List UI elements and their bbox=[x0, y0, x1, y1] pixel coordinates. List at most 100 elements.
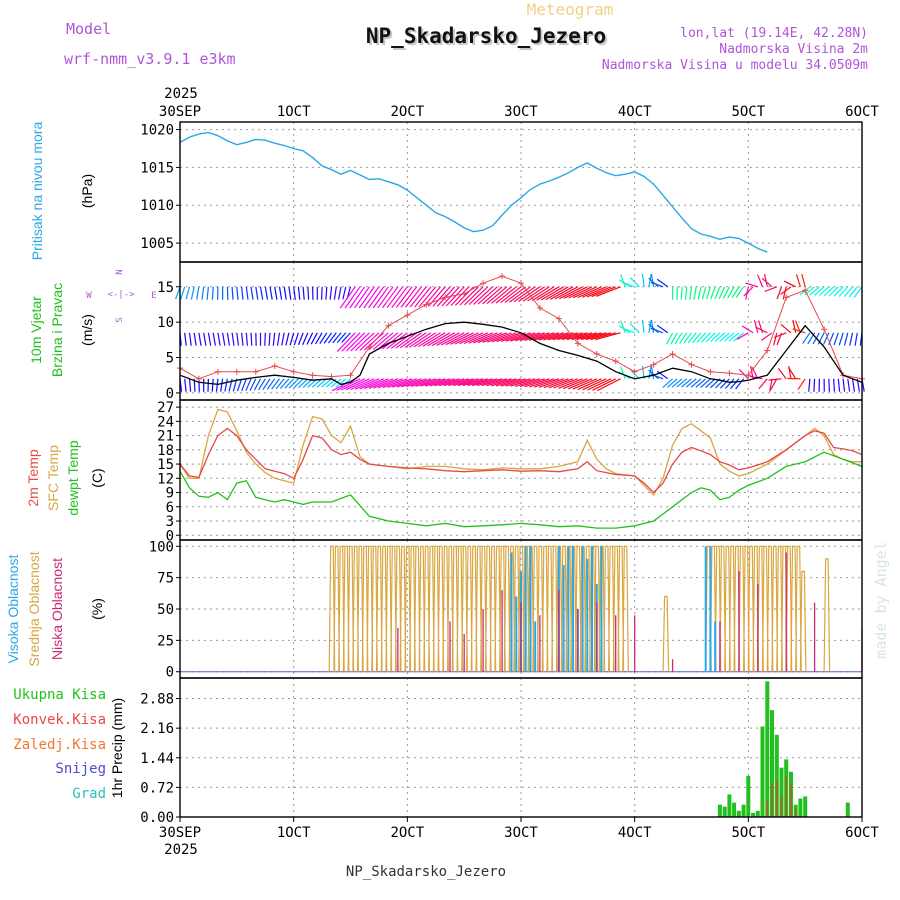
pressure-unit-label: (hPa) bbox=[79, 174, 95, 208]
wind-barb bbox=[743, 286, 754, 297]
wind-barb bbox=[843, 332, 849, 346]
wind-gust-marker bbox=[366, 343, 373, 350]
wind-barb bbox=[823, 286, 835, 297]
cloud-mid-bar bbox=[409, 545, 416, 672]
precip-total-bar bbox=[798, 798, 803, 817]
x-tick-label-bottom: 1OCT bbox=[277, 825, 311, 841]
wind-barb bbox=[777, 368, 787, 380]
wind-barb bbox=[281, 332, 285, 346]
wind-barb bbox=[722, 286, 730, 299]
wind-barb bbox=[817, 332, 825, 345]
wind-barb bbox=[231, 332, 235, 346]
wind-barb bbox=[723, 332, 735, 342]
wind-barb bbox=[404, 332, 427, 348]
wind-barb bbox=[692, 332, 702, 344]
wind-barb bbox=[783, 280, 796, 288]
y-tick-label: 2.16 bbox=[140, 721, 174, 737]
precip-total-bar bbox=[717, 804, 722, 817]
wind-barb bbox=[543, 378, 569, 389]
wind-barb bbox=[413, 332, 437, 348]
wind-barb bbox=[701, 332, 711, 343]
wind-barb bbox=[359, 378, 384, 390]
cloud-mid-bar bbox=[747, 545, 755, 672]
wind-barb bbox=[679, 332, 688, 344]
wind-barb bbox=[288, 378, 299, 389]
cloud-mid-bar bbox=[437, 545, 445, 672]
cloud-mid-bar bbox=[757, 545, 764, 672]
wind-barb bbox=[524, 332, 550, 341]
wind-barb bbox=[463, 332, 489, 345]
wind-gust-marker bbox=[518, 280, 524, 287]
wind-gust-marker bbox=[195, 375, 202, 382]
wind-barb bbox=[358, 286, 375, 309]
cloud-mid-bar bbox=[771, 545, 779, 672]
wind-barb bbox=[773, 332, 778, 346]
wind-barb bbox=[258, 378, 266, 391]
wind-barb bbox=[753, 320, 759, 333]
compass-east: E bbox=[151, 291, 156, 301]
wind-gust-marker bbox=[347, 372, 354, 379]
wind-barb bbox=[427, 332, 451, 347]
y-tick-label: 0 bbox=[166, 528, 174, 544]
cloud-mid-bar bbox=[475, 545, 483, 672]
wind-barb bbox=[284, 378, 295, 389]
precip-total-bar bbox=[751, 812, 756, 817]
wind-barb bbox=[566, 332, 593, 341]
y-tick-label: 50 bbox=[157, 602, 174, 618]
wind-barb bbox=[401, 378, 427, 388]
wind-gust-marker bbox=[593, 351, 600, 357]
cloud-mid-bar bbox=[513, 545, 520, 672]
cloud-side-label-low: Niska Oblacnost bbox=[49, 558, 65, 660]
wind-barb bbox=[429, 378, 455, 387]
temp-side-label-dewpt: dewpt Temp bbox=[65, 440, 81, 515]
wind-barb bbox=[259, 286, 264, 300]
x-tick-label-top: 4OCT bbox=[618, 104, 652, 120]
wind-barb bbox=[196, 286, 200, 300]
cloud-mid-bar bbox=[347, 545, 355, 672]
wind-barb bbox=[788, 367, 797, 380]
wind-barb bbox=[847, 378, 851, 392]
wind-barb bbox=[331, 378, 356, 392]
wind-barb bbox=[236, 378, 243, 392]
wind-barb bbox=[685, 378, 697, 388]
wind-barb bbox=[814, 286, 825, 296]
wind-barb bbox=[372, 286, 389, 309]
cloud-high-bar bbox=[529, 546, 532, 672]
wind-barb bbox=[350, 332, 370, 352]
wind-barb bbox=[330, 378, 342, 388]
wind-barb bbox=[650, 319, 655, 333]
wind-barb bbox=[368, 286, 385, 309]
wind-barb bbox=[440, 332, 465, 346]
y-tick-label: 6 bbox=[166, 500, 174, 516]
cloud-high-bar bbox=[581, 546, 584, 672]
wind-barb bbox=[513, 286, 536, 303]
wind-gust-marker bbox=[536, 305, 543, 311]
cloud-mid-bar bbox=[541, 545, 549, 672]
wind-barb bbox=[769, 378, 778, 391]
year-label-top: 2025 bbox=[164, 86, 198, 102]
chart-dynamic-layer: 1005101010151020051015036912151821242702… bbox=[140, 104, 879, 841]
wind-barb bbox=[405, 286, 422, 308]
wind-barb bbox=[336, 378, 361, 391]
y-tick-label: 9 bbox=[166, 486, 174, 502]
cloud-mid-bar bbox=[385, 545, 393, 672]
wind-barb bbox=[438, 378, 465, 387]
wind-barb bbox=[697, 286, 702, 300]
legend-snow: Snijeg bbox=[55, 761, 106, 777]
wind-barb bbox=[510, 378, 536, 387]
wind-barb bbox=[582, 286, 607, 298]
cloud-mid-bar bbox=[719, 545, 726, 672]
wind-barb bbox=[307, 286, 310, 300]
wind-gust-marker bbox=[574, 340, 581, 347]
wind-barb bbox=[519, 378, 545, 388]
wind-barb bbox=[724, 378, 735, 389]
cloud-high-bar bbox=[704, 546, 707, 672]
wind-barb bbox=[730, 378, 740, 390]
wind-barb bbox=[377, 332, 399, 350]
wind-barb bbox=[731, 286, 740, 299]
wind-barb bbox=[567, 378, 593, 390]
precip-conv-bar bbox=[780, 796, 783, 817]
cloud-mid-bar bbox=[371, 545, 378, 672]
precip-total-bar bbox=[770, 710, 774, 817]
precip-total-bar bbox=[746, 775, 751, 817]
